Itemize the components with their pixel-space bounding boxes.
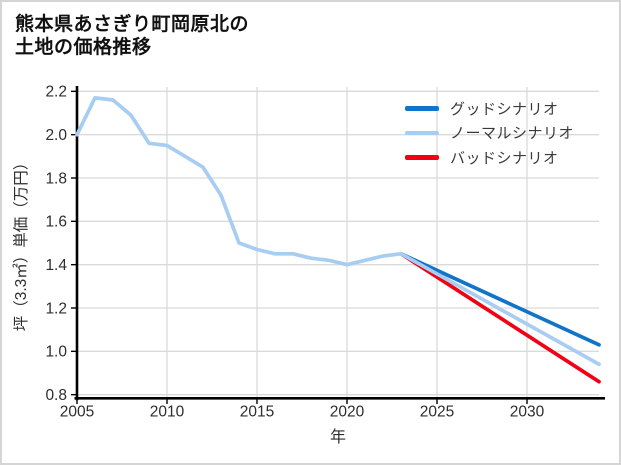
x-tick-label: 2015 xyxy=(240,404,274,421)
x-axis-title: 年 xyxy=(329,429,346,446)
chart-title: 熊本県あさぎり町岡原北の 土地の価格推移 xyxy=(15,13,249,59)
chart-title-line1: 熊本県あさぎり町岡原北の xyxy=(15,14,250,35)
y-tick-label: 1.0 xyxy=(45,344,67,361)
x-tick-label: 2030 xyxy=(510,404,545,421)
good-scenario-line xyxy=(399,251,601,347)
y-tick-label: 1.2 xyxy=(45,300,67,317)
y-tick-label: 1.8 xyxy=(45,170,67,187)
legend-item-bad-scenario[interactable]: バッドシナリオ xyxy=(405,145,574,170)
legend-swatch-good-scenario xyxy=(405,106,439,111)
y-tick-label: 2.2 xyxy=(45,84,67,101)
historical-line xyxy=(75,95,403,267)
bad-scenario-line xyxy=(399,251,601,384)
x-tick-label: 2010 xyxy=(150,404,185,421)
legend-label-good-scenario: グッドシナリオ xyxy=(450,100,559,118)
y-tick-label: 1.6 xyxy=(45,214,67,231)
y-tick-label: 1.4 xyxy=(45,257,67,274)
normal-scenario-line xyxy=(399,251,601,367)
legend-label-bad-scenario: バッドシナリオ xyxy=(450,149,559,167)
y-tick-label: 0.8 xyxy=(45,387,67,404)
y-axis-title: 坪（3.3㎡）単価（万円） xyxy=(13,154,30,332)
legend-swatch-bad-scenario xyxy=(405,155,439,160)
y-tick-label: 2.0 xyxy=(45,127,67,144)
x-tick-label: 2025 xyxy=(420,404,454,421)
chart-title-line2: 土地の価格推移 xyxy=(15,37,152,58)
legend-label-normal-scenario: ノーマルシナリオ xyxy=(450,125,575,143)
x-tick-label: 2020 xyxy=(330,404,365,421)
legend-item-normal-scenario[interactable]: ノーマルシナリオ xyxy=(405,121,574,146)
legend-swatch-normal-scenario xyxy=(405,130,439,135)
chart-legend: グッドシナリオ ノーマルシナリオ バッドシナリオ xyxy=(405,96,574,170)
x-tick-label: 2005 xyxy=(60,404,94,421)
legend-item-good-scenario[interactable]: グッドシナリオ xyxy=(405,96,574,121)
